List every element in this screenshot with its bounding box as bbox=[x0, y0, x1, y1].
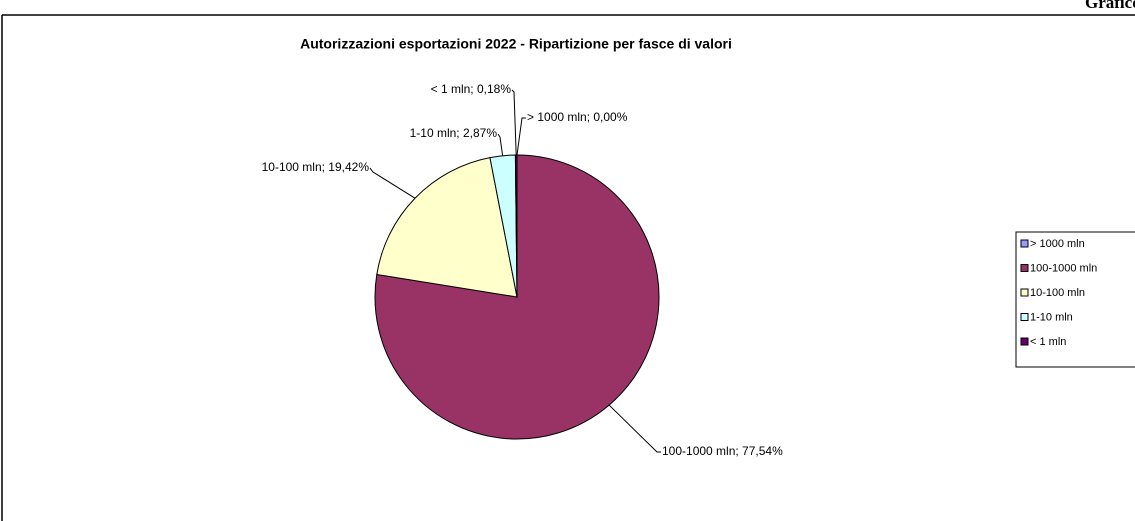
chart-title: Autorizzazioni esportazioni 2022 - Ripar… bbox=[300, 36, 732, 52]
page-label: Grafico 2 bbox=[1085, 0, 1135, 12]
leader-line bbox=[511, 89, 517, 156]
legend-text: 1-10 mln bbox=[1030, 311, 1073, 323]
data-label: 100-1000 mln; 77,54% bbox=[662, 444, 783, 458]
legend-swatch bbox=[1020, 264, 1029, 272]
leader-line bbox=[369, 167, 416, 199]
legend-swatch bbox=[1020, 239, 1029, 248]
pie-slice bbox=[376, 157, 518, 298]
leader-line bbox=[497, 133, 504, 156]
data-label: 10-100 mln; 19,42% bbox=[262, 160, 370, 174]
data-label: < 1 mln; 0,18% bbox=[431, 82, 512, 96]
legend-swatch bbox=[1020, 313, 1029, 321]
data-label: > 1000 mln; 0,00% bbox=[527, 110, 628, 124]
legend-swatch bbox=[1020, 288, 1029, 297]
legend-text: 100-1000 mln bbox=[1030, 262, 1097, 274]
legend-swatch bbox=[1020, 337, 1029, 346]
leader-line bbox=[516, 117, 526, 156]
legend-text: > 1000 mln bbox=[1030, 238, 1085, 250]
legend-text: < 1 mln bbox=[1030, 336, 1066, 348]
legend-text: 10-100 mln bbox=[1030, 287, 1085, 299]
leader-line bbox=[608, 404, 661, 453]
data-label: 1-10 mln; 2,87% bbox=[410, 126, 498, 140]
legend-box bbox=[1015, 231, 1135, 368]
